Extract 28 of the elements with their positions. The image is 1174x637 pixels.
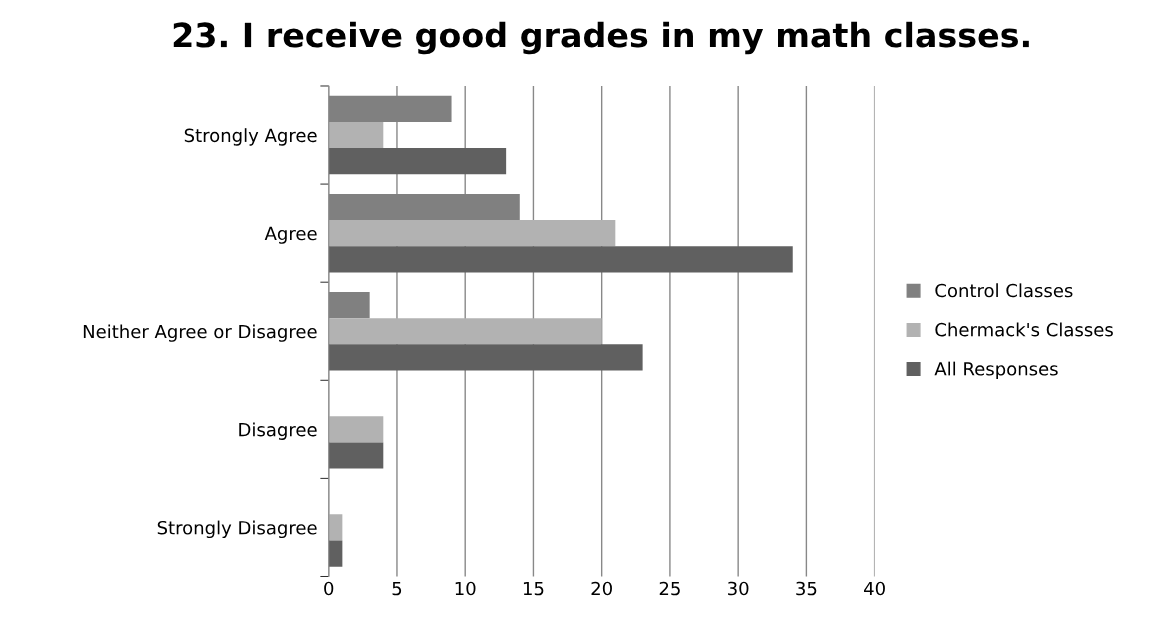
y-tick-label: Agree bbox=[264, 226, 317, 244]
legend-label: All Responses bbox=[934, 361, 1058, 380]
bar bbox=[328, 344, 643, 371]
chart-title: 23. I receive good grades in my math classes. bbox=[173, 21, 1029, 55]
x-tick-label: 20 bbox=[591, 581, 612, 596]
bar bbox=[328, 540, 343, 567]
bar bbox=[328, 514, 343, 541]
bar bbox=[328, 148, 507, 175]
x-tick-label: 15 bbox=[523, 581, 544, 596]
x-tick-label: 40 bbox=[864, 581, 885, 596]
y-tick-label: Strongly Agree bbox=[184, 128, 317, 146]
x-tick-label: 5 bbox=[392, 581, 402, 596]
y-tick-label: Strongly Disagree bbox=[157, 520, 317, 539]
bar bbox=[328, 416, 384, 443]
bar bbox=[328, 318, 602, 345]
x-tick-label: 30 bbox=[728, 581, 749, 596]
x-tick-label: 10 bbox=[455, 581, 476, 596]
bar bbox=[328, 220, 616, 247]
y-tick-label: Neither Agree or Disagree bbox=[83, 324, 317, 342]
x-tick-label: 0 bbox=[324, 581, 334, 596]
bar bbox=[328, 121, 384, 149]
bar bbox=[328, 246, 793, 273]
legend-label: Chermack's Classes bbox=[935, 322, 1113, 337]
x-tick-label: 25 bbox=[659, 581, 680, 596]
x-tick-label: 35 bbox=[796, 581, 817, 596]
y-tick-label: Disagree bbox=[239, 422, 317, 440]
legend-label: Control Classes bbox=[935, 283, 1073, 298]
bar bbox=[328, 442, 384, 469]
